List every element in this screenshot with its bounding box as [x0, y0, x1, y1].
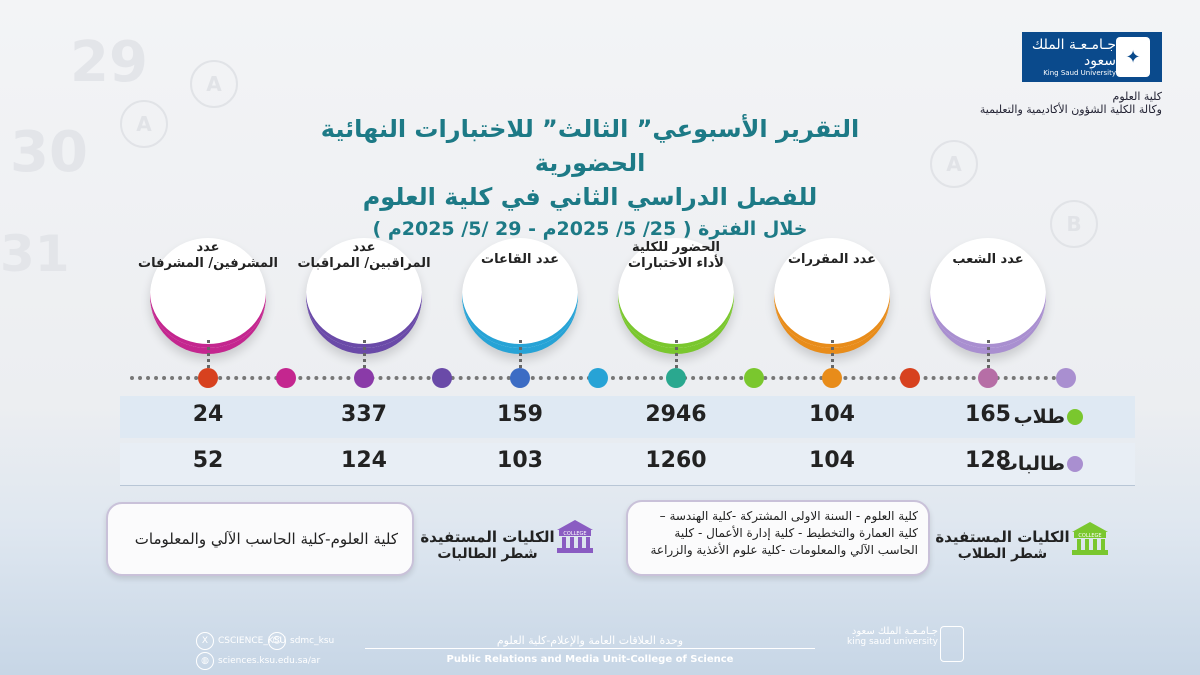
metric-stem: [207, 340, 210, 368]
palm-emblem-icon: ✦: [1116, 37, 1150, 77]
footer-logo-en: king saud university: [847, 637, 938, 647]
footer-divider: [365, 648, 815, 649]
timeline-dot: [510, 368, 530, 388]
bg-number-29: 29: [70, 30, 148, 95]
timeline-dot: [666, 368, 686, 388]
title-line-1: التقرير الأسبوعي” الثالث” للاختبارات الن…: [320, 115, 860, 177]
globe-icon: ◍: [196, 652, 214, 670]
x-handle: CSCIENCE_KSU: [218, 636, 287, 646]
metric-stem: [675, 340, 678, 368]
female-row: طالبات: [120, 443, 1135, 486]
students-beneficiaries-heading: الكليات المستفيدة شطر الطلاب: [935, 528, 1070, 562]
timeline-dot: [744, 368, 764, 388]
metric-male-value: 337: [341, 402, 387, 427]
metric-label-line2: لأداء الاختبارات: [628, 256, 724, 271]
students-colleges-box: كلية العلوم - السنة الاولى المشتركة -كلي…: [626, 500, 930, 576]
students-benef-sub: شطر الطلاب: [957, 546, 1048, 562]
bg-bubble-b: B: [1050, 200, 1098, 248]
footer-unit-en: Public Relations and Media Unit-College …: [446, 654, 734, 665]
metric-label-line1: عدد القاعات: [481, 252, 559, 267]
college-building-icon-female: COLLEGE: [557, 520, 593, 553]
timeline-dot: [978, 368, 998, 388]
metric-label-line1: عدد الشعب: [952, 252, 1024, 267]
metric-female-value: 1260: [645, 448, 707, 473]
metric-female-value: 104: [809, 448, 855, 473]
snap-handle: sdmc_ksu: [290, 636, 335, 646]
metric-stem: [831, 340, 834, 368]
timeline-dot: [354, 368, 374, 388]
female-benef-sub: شطر الطالبات: [437, 546, 538, 562]
snapchat-link[interactable]: ☺ sdmc_ksu: [268, 632, 334, 650]
metric-label-line1: عدد: [196, 240, 220, 255]
students-benef-title: الكليات المستفيدة: [935, 528, 1070, 546]
metric-label-line2: المراقبين/ المراقبات: [297, 256, 431, 271]
x-icon: X: [196, 632, 214, 650]
footer-emblem-icon: [940, 626, 964, 662]
timeline-dot: [822, 368, 842, 388]
female-row-label: طالبات: [998, 453, 1065, 475]
ksu-logo: جـامـعـة الملك سعود King Saud University…: [1022, 32, 1162, 82]
bg-bubble-a3: A: [930, 140, 978, 188]
metric-label-0: عدد الشعب: [918, 252, 1058, 268]
timeline-dot: [432, 368, 452, 388]
footer-unit-ar: وحدة العلاقات العامة والإعلام-كلية العلو…: [496, 634, 684, 647]
female-colleges-box: كلية العلوم-كلية الحاسب الآلي والمعلومات: [106, 502, 414, 576]
metric-female-value: 124: [341, 448, 387, 473]
bg-number-30: 30: [10, 120, 88, 185]
timeline-dot: [276, 368, 296, 388]
timeline-dot: [198, 368, 218, 388]
svg-text:COLLEGE: COLLEGE: [1078, 533, 1101, 539]
metric-label-5: عدد المشرفين/ المشرفات: [138, 240, 278, 272]
metric-circle-3: [462, 238, 582, 358]
title-line-2: للفصل الدراسي الثاني في كلية العلوم: [362, 183, 818, 211]
x-link[interactable]: X CSCIENCE_KSU: [196, 632, 286, 650]
college-building-icon: COLLEGE: [1072, 522, 1108, 555]
metric-female-value: 103: [497, 448, 543, 473]
male-row: طلاب: [120, 396, 1135, 438]
metric-label-3: عدد القاعات: [450, 252, 590, 268]
svg-text:COLLEGE: COLLEGE: [563, 531, 586, 537]
female-benef-title: الكليات المستفيدة: [420, 528, 555, 546]
metric-male-value: 159: [497, 402, 543, 427]
metric-circle-ring: [462, 238, 578, 354]
metric-label-2: الحضور للكلية لأداء الاختبارات: [606, 240, 746, 272]
university-name-en: King Saud University: [1043, 68, 1116, 77]
metric-label-line1: عدد: [352, 240, 376, 255]
metric-label-line1: الحضور للكلية: [632, 240, 720, 255]
agency-name: وكالة الكلية الشؤون الأكاديمية والتعليمي…: [979, 103, 1162, 116]
college-info: كلية العلوم وكالة الكلية الشؤون الأكاديم…: [980, 90, 1162, 116]
female-row-dot: [1067, 456, 1083, 472]
male-row-dot: [1067, 409, 1083, 425]
metric-label-4: عدد المراقبين/ المراقبات: [294, 240, 434, 272]
metric-label-1: عدد المقررات: [762, 252, 902, 268]
college-name: كلية العلوم: [1112, 90, 1162, 103]
metric-stem: [519, 340, 522, 368]
bg-bubble-a2: A: [190, 60, 238, 108]
metric-male-value: 165: [965, 402, 1011, 427]
bg-bubble-a: A: [120, 100, 168, 148]
website-url: sciences.ksu.edu.sa/ar: [218, 656, 321, 666]
bg-number-31: 31: [0, 225, 70, 283]
title-line-3: خلال الفترة ( 25/ 5/ 2025م - 29 /5/ 2025…: [372, 218, 808, 240]
university-name-ar: جـامـعـة الملك سعود: [1031, 36, 1116, 69]
female-beneficiaries-heading: الكليات المستفيدة شطر الطالبات: [420, 528, 555, 562]
timeline-dot: [1056, 368, 1076, 388]
footer-logo-ar: جـامـعـة الملك سعود: [851, 626, 938, 637]
metric-male-value: 24: [192, 402, 224, 427]
metric-female-value: 128: [965, 448, 1011, 473]
metric-male-value: 104: [809, 402, 855, 427]
metric-label-line1: عدد المقررات: [787, 252, 877, 267]
metric-female-value: 52: [192, 448, 224, 473]
report-title: التقرير الأسبوعي” الثالث” للاختبارات الن…: [280, 112, 900, 244]
footer-logo-text: جـامـعـة الملك سعود king saud university: [847, 626, 938, 647]
website-link[interactable]: ◍ sciences.ksu.edu.sa/ar: [196, 652, 320, 670]
snapchat-icon: ☺: [268, 632, 286, 650]
metric-label-line2: المشرفين/ المشرفات: [138, 256, 278, 271]
metric-stem: [363, 340, 366, 368]
timeline-dot: [900, 368, 920, 388]
metric-male-value: 2946: [645, 402, 707, 427]
timeline-dot: [588, 368, 608, 388]
male-row-label: طلاب: [1013, 406, 1065, 428]
metric-stem: [987, 340, 990, 368]
